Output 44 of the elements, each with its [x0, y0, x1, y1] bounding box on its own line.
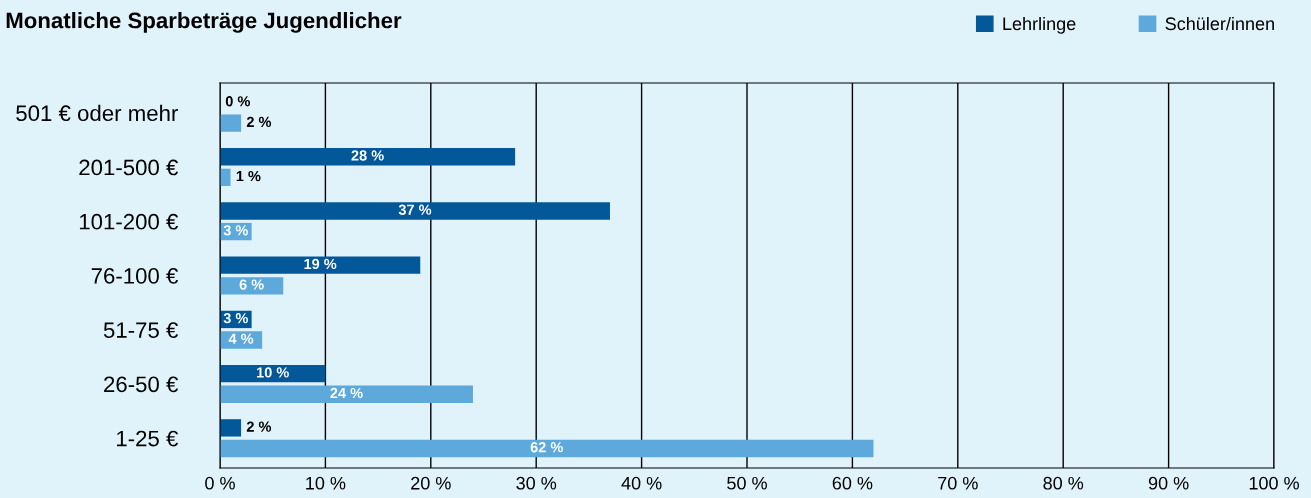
bar: [220, 419, 242, 437]
x-tick-label: 50 %: [727, 476, 767, 490]
x-tick-label: 0 %: [205, 476, 235, 490]
data-label: 10 %: [257, 367, 289, 378]
y-tick-label: 201-500 €: [79, 159, 179, 176]
data-label: 1 %: [236, 170, 261, 182]
y-tick-label: 76-100 €: [91, 268, 179, 284]
x-tick-label: 20 %: [411, 476, 451, 490]
data-label: 2 %: [246, 116, 272, 128]
x-tick-label: 60 %: [832, 476, 873, 490]
x-tick-label: 40 %: [621, 476, 662, 490]
y-tick-label: 501 € oder mehr: [16, 104, 178, 122]
data-label: 62 %: [530, 442, 563, 453]
bar: [220, 385, 473, 403]
data-label: 19 %: [304, 258, 337, 270]
bar: [220, 114, 242, 132]
data-label: 3 %: [223, 313, 248, 324]
y-tick-label: 51-75 €: [103, 322, 179, 338]
data-label: 37 %: [398, 204, 432, 215]
x-tick-label: 10 %: [306, 476, 346, 490]
data-label: 28 %: [351, 150, 384, 161]
x-tick-label: 100 %: [1249, 476, 1299, 490]
bar: [220, 168, 231, 187]
bar: [220, 364, 326, 383]
y-tick-label: 1-25 €: [117, 430, 179, 447]
data-label: 2 %: [246, 421, 272, 432]
data-label: 6 %: [239, 279, 264, 290]
data-label: 24 %: [330, 387, 363, 399]
chart-title: Monatliche Sparbeträge Jugendlicher: [6, 12, 402, 33]
x-tick-label: 30 %: [516, 476, 557, 490]
data-label: 4 %: [228, 333, 254, 344]
bar: [220, 202, 610, 220]
legend-label: Schüler/innen: [1165, 16, 1274, 31]
y-tick-label: 26-50 €: [104, 376, 179, 393]
legend-label: Lehrlinge: [1003, 16, 1076, 34]
data-label: 0 %: [225, 96, 251, 107]
x-tick-label: 70 %: [938, 476, 978, 490]
bar: [220, 148, 516, 166]
x-tick-label: 90 %: [1148, 476, 1189, 490]
x-tick-label: 80 %: [1043, 476, 1084, 490]
y-tick-label: 101-200 €: [79, 213, 179, 230]
bar: [220, 256, 421, 274]
data-label: 3 %: [223, 225, 248, 236]
bar: [220, 439, 874, 458]
